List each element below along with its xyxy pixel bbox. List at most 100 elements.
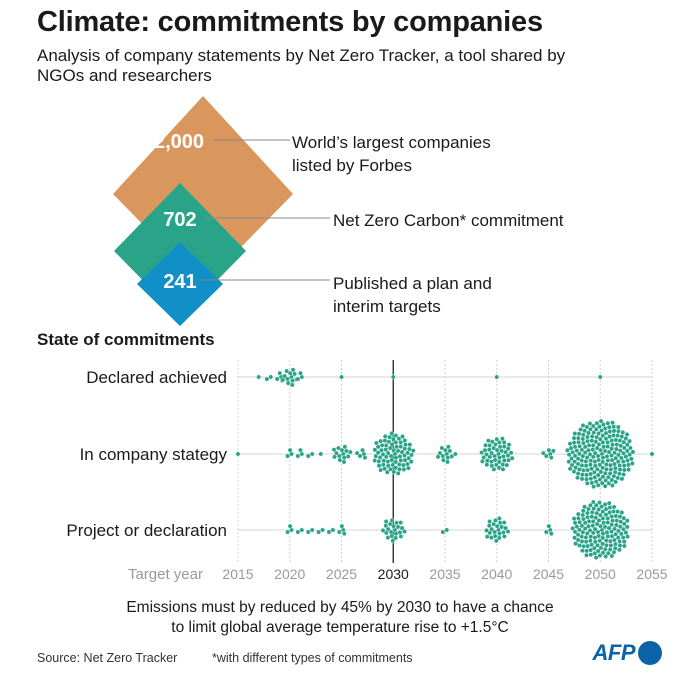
value-241: 241 xyxy=(163,271,196,293)
dot-1-2021-1 xyxy=(295,453,301,459)
dot-2-2040-14 xyxy=(488,535,494,541)
dot-1-2050-125 xyxy=(597,424,602,429)
dot-2-2040-17 xyxy=(484,528,489,533)
dot-2-2030-10 xyxy=(394,520,400,526)
commitments-timeline-chart: Declared achieved In company stategy Proje… xyxy=(66,360,668,583)
dot-1-2050-88 xyxy=(580,436,586,442)
dot-1-2050-165 xyxy=(629,456,634,462)
dot-2-2050-43 xyxy=(583,534,589,540)
dot-2-2050-91 xyxy=(599,504,604,510)
dot-1-2040-22 xyxy=(484,458,490,464)
dot-1-2050-10 xyxy=(601,444,607,450)
dot-1-2050-4 xyxy=(592,450,598,456)
dot-1-2030-30 xyxy=(377,455,383,460)
dot-2-2050-114 xyxy=(572,520,578,526)
dot-1-2030-41 xyxy=(382,438,388,444)
dot-2-2022-1 xyxy=(305,529,311,535)
dot-2-2023-1 xyxy=(316,529,321,535)
dot-2-2050-67 xyxy=(580,516,586,522)
diamond-241 xyxy=(137,242,223,326)
dot-2-2050-107 xyxy=(615,509,621,514)
dot-2-2050-68 xyxy=(617,524,623,530)
dot-1-2050-86 xyxy=(611,433,616,438)
dot-1-2050-137 xyxy=(584,476,589,482)
dot-1-2040-39 xyxy=(506,442,512,448)
dot-2-2050-45 xyxy=(604,542,609,548)
emissions-note-line2: to limit global average temperature rise… xyxy=(171,619,509,636)
x-tick-2025: 2025 xyxy=(326,566,357,582)
dot-2-2030-15 xyxy=(389,518,395,523)
dot-1-2050-60 xyxy=(614,442,620,448)
dot-1-2050-104 xyxy=(593,426,599,432)
dot-2-2030-2 xyxy=(391,523,396,529)
dot-2-2050-40 xyxy=(595,542,600,548)
dot-1-2050-106 xyxy=(572,453,578,459)
dot-1-2050-71 xyxy=(612,465,618,471)
dot-1-2050-29 xyxy=(609,457,615,463)
dot-1-2045-2 xyxy=(546,447,552,453)
dot-2-2030-8 xyxy=(397,530,403,535)
dot-1-2030-46 xyxy=(375,444,381,450)
dot-1-2050-66 xyxy=(602,470,608,476)
dot-1-2050-158 xyxy=(579,476,585,482)
dot-1-2050-81 xyxy=(618,443,624,449)
dot-2-2030-11 xyxy=(393,535,399,541)
dot-1-2050-23 xyxy=(600,440,606,445)
dot-2-2040-16 xyxy=(501,534,507,539)
dot-2-2040-11 xyxy=(496,535,502,541)
dot-1-2050-149 xyxy=(623,436,629,441)
dot-1-2050-162 xyxy=(620,429,626,435)
dot-1-2050-107 xyxy=(615,433,621,438)
dot-1-2050-116 xyxy=(588,476,594,482)
dot-0-2020-3 xyxy=(290,378,295,384)
dot-1-2040-13 xyxy=(503,449,508,455)
dot-2-2050-120 xyxy=(611,504,617,510)
dot-1-2050-100 xyxy=(605,474,611,480)
dot-1-2050-54 xyxy=(585,438,590,444)
dot-1-2050-140 xyxy=(569,456,574,461)
dot-1-2035-5 xyxy=(447,448,453,454)
dot-1-2050-112 xyxy=(602,426,608,431)
dot-2-2050-2 xyxy=(598,523,603,529)
dot-1-2030-26 xyxy=(402,446,408,452)
dot-2-2024-1 xyxy=(326,529,332,535)
dot-2-2050-97 xyxy=(620,535,626,540)
dot-1-2050-101 xyxy=(576,439,581,445)
dot-1-2050-145 xyxy=(575,471,581,476)
dot-1-2050-92 xyxy=(612,469,618,475)
dot-1-2040-14 xyxy=(488,459,494,465)
dot-1-2030-54 xyxy=(378,438,383,444)
dot-2-2050-16 xyxy=(605,534,611,539)
dot-1-2030-22 xyxy=(381,458,387,464)
dot-2-2050-112 xyxy=(602,502,608,507)
dot-1-2022-1 xyxy=(305,453,311,459)
dot-1-2030-43 xyxy=(376,458,382,464)
dot-0-2021-2 xyxy=(298,370,303,376)
dot-1-2050-180 xyxy=(598,418,604,424)
dot-1-2050-174 xyxy=(566,459,572,465)
dot-2-2050-65 xyxy=(607,510,612,515)
dot-2-2050-19 xyxy=(597,538,603,544)
dot-2-2050-15 xyxy=(596,518,602,523)
dot-1-2040-5 xyxy=(499,448,504,454)
dot-1-2030-63 xyxy=(408,459,414,465)
dot-2-2050-75 xyxy=(585,510,590,516)
dot-2-2050-23 xyxy=(600,516,606,521)
dot-2-2045-3 xyxy=(548,531,554,537)
dot-2-2050-18 xyxy=(605,520,611,525)
dot-1-2050-188 xyxy=(610,420,615,426)
dot-1-2040-8 xyxy=(501,454,506,459)
dot-1-2050-176 xyxy=(602,483,608,489)
dot-1-2021-2 xyxy=(298,447,303,453)
dot-1-2050-67 xyxy=(580,440,586,446)
dot-1-2040-29 xyxy=(506,457,511,463)
dot-1-2030-40 xyxy=(388,466,393,472)
dot-1-2050-163 xyxy=(595,482,601,488)
dot-2-2030-16 xyxy=(398,534,404,539)
dot-1-2030-39 xyxy=(403,442,408,448)
dot-2-2050-13 xyxy=(606,525,612,531)
dot-2-2050-132 xyxy=(573,541,578,547)
x-tick-2020: 2020 xyxy=(274,566,305,582)
dot-2-2030-18 xyxy=(398,520,404,525)
dot-1-2050-159 xyxy=(594,420,600,426)
